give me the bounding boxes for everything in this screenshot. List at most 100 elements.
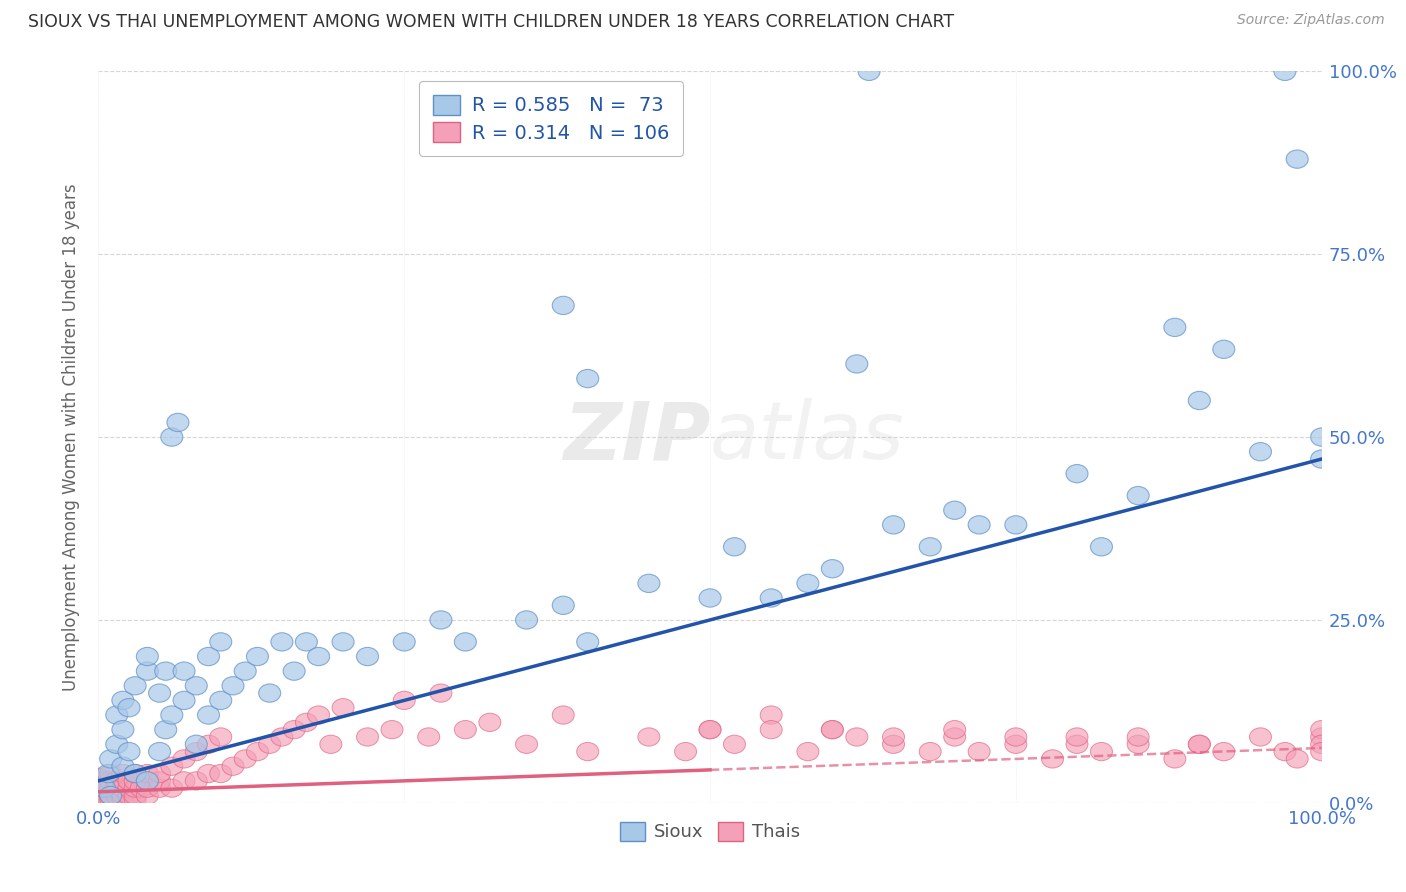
Ellipse shape — [1164, 750, 1185, 768]
Ellipse shape — [100, 779, 122, 797]
Ellipse shape — [94, 779, 115, 797]
Ellipse shape — [235, 662, 256, 681]
Ellipse shape — [821, 721, 844, 739]
Ellipse shape — [638, 728, 659, 746]
Ellipse shape — [883, 728, 904, 746]
Ellipse shape — [259, 735, 281, 754]
Ellipse shape — [761, 706, 782, 724]
Ellipse shape — [283, 662, 305, 681]
Ellipse shape — [1128, 728, 1149, 746]
Ellipse shape — [1042, 750, 1063, 768]
Ellipse shape — [173, 662, 195, 681]
Ellipse shape — [1128, 735, 1149, 754]
Ellipse shape — [308, 648, 329, 665]
Ellipse shape — [94, 790, 115, 808]
Ellipse shape — [87, 775, 110, 794]
Ellipse shape — [186, 677, 207, 695]
Ellipse shape — [1005, 728, 1026, 746]
Ellipse shape — [920, 538, 941, 556]
Ellipse shape — [1250, 728, 1271, 746]
Ellipse shape — [1250, 442, 1271, 461]
Ellipse shape — [124, 764, 146, 782]
Ellipse shape — [112, 772, 134, 790]
Ellipse shape — [100, 787, 122, 805]
Ellipse shape — [846, 728, 868, 746]
Ellipse shape — [105, 787, 128, 805]
Text: atlas: atlas — [710, 398, 905, 476]
Ellipse shape — [94, 772, 115, 790]
Ellipse shape — [969, 516, 990, 534]
Ellipse shape — [516, 611, 537, 629]
Ellipse shape — [1310, 428, 1333, 446]
Ellipse shape — [969, 742, 990, 761]
Ellipse shape — [155, 721, 177, 739]
Ellipse shape — [105, 772, 128, 790]
Ellipse shape — [149, 772, 170, 790]
Ellipse shape — [1213, 340, 1234, 359]
Ellipse shape — [724, 735, 745, 754]
Ellipse shape — [1286, 150, 1308, 169]
Ellipse shape — [100, 772, 122, 790]
Ellipse shape — [1188, 735, 1211, 754]
Ellipse shape — [222, 757, 245, 775]
Ellipse shape — [118, 787, 141, 805]
Ellipse shape — [131, 779, 152, 797]
Ellipse shape — [1213, 742, 1234, 761]
Ellipse shape — [118, 698, 141, 717]
Ellipse shape — [271, 728, 292, 746]
Ellipse shape — [87, 768, 110, 787]
Ellipse shape — [209, 764, 232, 782]
Ellipse shape — [118, 779, 141, 797]
Ellipse shape — [553, 296, 574, 315]
Ellipse shape — [920, 742, 941, 761]
Ellipse shape — [197, 648, 219, 665]
Ellipse shape — [1005, 516, 1026, 534]
Ellipse shape — [357, 728, 378, 746]
Ellipse shape — [1188, 735, 1211, 754]
Ellipse shape — [197, 706, 219, 724]
Ellipse shape — [332, 698, 354, 717]
Ellipse shape — [308, 706, 329, 724]
Ellipse shape — [160, 428, 183, 446]
Ellipse shape — [209, 632, 232, 651]
Ellipse shape — [149, 764, 170, 782]
Ellipse shape — [1091, 742, 1112, 761]
Ellipse shape — [319, 735, 342, 754]
Ellipse shape — [136, 787, 159, 805]
Ellipse shape — [167, 413, 188, 432]
Ellipse shape — [112, 787, 134, 805]
Ellipse shape — [675, 742, 696, 761]
Ellipse shape — [259, 684, 281, 702]
Ellipse shape — [209, 691, 232, 709]
Ellipse shape — [1310, 450, 1333, 468]
Ellipse shape — [87, 772, 110, 790]
Ellipse shape — [1066, 465, 1088, 483]
Ellipse shape — [357, 648, 378, 665]
Ellipse shape — [173, 691, 195, 709]
Ellipse shape — [136, 662, 159, 681]
Ellipse shape — [821, 559, 844, 578]
Ellipse shape — [136, 772, 159, 790]
Ellipse shape — [430, 684, 451, 702]
Ellipse shape — [943, 728, 966, 746]
Ellipse shape — [149, 779, 170, 797]
Ellipse shape — [1188, 392, 1211, 409]
Ellipse shape — [553, 596, 574, 615]
Ellipse shape — [136, 764, 159, 782]
Ellipse shape — [105, 735, 128, 754]
Ellipse shape — [454, 632, 477, 651]
Ellipse shape — [394, 691, 415, 709]
Ellipse shape — [197, 735, 219, 754]
Ellipse shape — [97, 764, 120, 782]
Ellipse shape — [112, 764, 134, 782]
Ellipse shape — [124, 764, 146, 782]
Ellipse shape — [295, 714, 318, 731]
Ellipse shape — [173, 750, 195, 768]
Ellipse shape — [1274, 742, 1296, 761]
Ellipse shape — [100, 764, 122, 782]
Ellipse shape — [699, 721, 721, 739]
Ellipse shape — [1066, 735, 1088, 754]
Ellipse shape — [576, 742, 599, 761]
Y-axis label: Unemployment Among Women with Children Under 18 years: Unemployment Among Women with Children U… — [62, 183, 80, 691]
Ellipse shape — [1274, 62, 1296, 80]
